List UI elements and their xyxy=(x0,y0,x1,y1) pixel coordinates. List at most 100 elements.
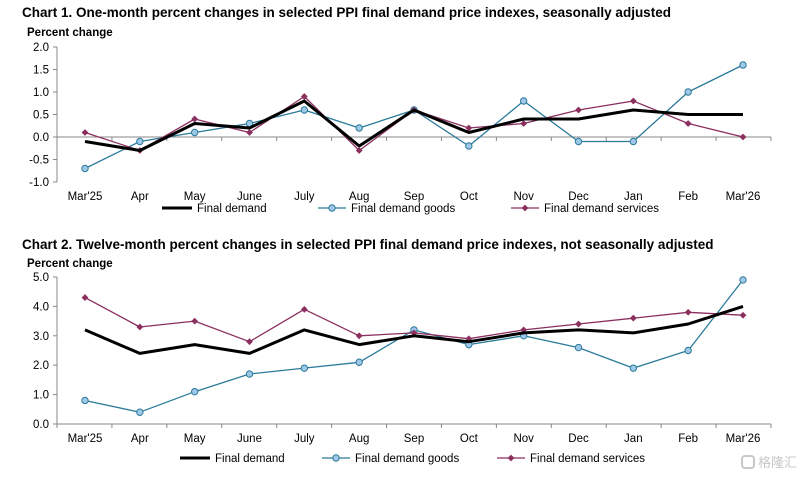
data-point-services xyxy=(355,147,363,154)
data-point-goods xyxy=(136,137,144,146)
data-point-services xyxy=(191,317,199,325)
gelonghui-logo-icon xyxy=(740,454,755,469)
data-point-goods xyxy=(300,106,309,114)
chart-1-ylabel: Percent change xyxy=(27,27,113,39)
y-tick-label: 2.0 xyxy=(33,360,49,372)
data-point-services xyxy=(246,338,253,346)
y-tick-label: 2.0 xyxy=(33,42,49,54)
x-tick-label: May xyxy=(184,433,206,445)
legend-swatch-marker xyxy=(521,204,529,212)
data-point-services xyxy=(575,106,582,114)
data-point-services xyxy=(191,115,199,123)
x-tick-label: Mar'25 xyxy=(68,433,103,445)
data-point-goods xyxy=(739,276,747,284)
y-tick-label: 0.0 xyxy=(33,132,49,144)
data-point-services xyxy=(355,332,363,340)
data-point-services xyxy=(246,129,253,136)
y-tick-label: 4.0 xyxy=(33,301,49,313)
data-point-services xyxy=(81,294,89,301)
x-tick-label: June xyxy=(237,191,262,203)
data-point-services xyxy=(629,97,637,105)
data-point-services xyxy=(629,314,637,322)
data-point-services xyxy=(465,124,473,132)
data-point-goods xyxy=(629,364,638,372)
data-point-services xyxy=(739,133,747,141)
series-line-final-demand-goods xyxy=(84,64,744,170)
data-point-goods xyxy=(684,88,692,96)
data-point-goods xyxy=(300,364,309,372)
x-tick-label: Oct xyxy=(460,433,479,445)
x-tick-label: Sep xyxy=(404,191,424,203)
series-line-final-demand xyxy=(84,304,744,355)
x-tick-label: Jan xyxy=(624,191,643,203)
x-tick-label: June xyxy=(237,433,262,445)
x-tick-label: Aug xyxy=(349,191,369,203)
chart-2-title: Chart 2. Twelve-month percent changes in… xyxy=(22,237,714,252)
x-tick-label: Apr xyxy=(131,191,149,203)
x-tick-label: Mar'25 xyxy=(68,191,103,203)
legend-label: Final demand xyxy=(215,453,285,465)
data-point-goods xyxy=(245,370,254,378)
legend-label: Final demand goods xyxy=(351,203,455,215)
x-tick-label: Nov xyxy=(513,191,534,203)
legend-label: Final demand xyxy=(197,203,267,215)
x-tick-label: Nov xyxy=(513,433,534,445)
watermark-text: 格隆汇 xyxy=(757,455,797,470)
x-tick-label: Dec xyxy=(568,191,589,203)
data-point-services xyxy=(300,305,308,313)
x-tick-label: Jan xyxy=(624,433,643,445)
y-tick-label: 1.0 xyxy=(33,390,49,402)
x-tick-label: Sep xyxy=(404,433,424,445)
data-point-goods xyxy=(629,137,638,146)
data-point-services xyxy=(81,129,89,136)
chart-1-title: Chart 1. One-month percent changes in se… xyxy=(22,5,671,20)
x-tick-label: Apr xyxy=(131,433,149,445)
data-point-goods xyxy=(81,396,89,405)
data-point-goods xyxy=(465,142,473,150)
y-tick-label: 1.0 xyxy=(33,87,49,99)
data-point-services xyxy=(136,323,144,331)
x-tick-label: July xyxy=(294,433,315,445)
data-point-goods xyxy=(81,164,89,173)
legend-swatch-marker xyxy=(328,204,336,212)
data-point-goods xyxy=(739,61,747,69)
data-point-goods xyxy=(190,128,199,137)
data-point-services xyxy=(684,308,692,316)
data-point-goods xyxy=(355,358,363,366)
legend-swatch-marker xyxy=(507,454,515,462)
y-tick-label: 3.0 xyxy=(33,331,49,343)
data-point-services xyxy=(575,320,582,328)
data-point-goods xyxy=(190,387,199,396)
data-point-services xyxy=(739,311,747,319)
x-tick-label: Feb xyxy=(678,191,698,203)
data-point-goods xyxy=(519,97,528,105)
x-tick-label: Mar'26 xyxy=(726,191,761,203)
legend-label: Final demand services xyxy=(544,203,659,215)
data-point-services xyxy=(300,93,308,100)
x-tick-label: Feb xyxy=(678,433,698,445)
y-tick-label: 0.5 xyxy=(33,110,49,122)
x-tick-label: Aug xyxy=(349,433,369,445)
data-point-goods xyxy=(136,408,144,416)
data-point-goods xyxy=(574,343,583,352)
y-tick-label: 1.5 xyxy=(33,65,49,77)
data-point-services xyxy=(520,120,528,127)
legend-label: Final demand goods xyxy=(355,453,459,465)
data-point-goods xyxy=(355,124,363,132)
watermark: 格隆汇 xyxy=(740,452,797,471)
legend-label: Final demand services xyxy=(530,453,645,465)
data-point-services xyxy=(684,120,692,127)
data-point-goods xyxy=(684,346,692,355)
x-tick-label: Oct xyxy=(460,191,479,203)
y-tick-label: 0.0 xyxy=(33,419,49,431)
data-point-services xyxy=(410,329,418,337)
y-tick-label: -1.0 xyxy=(29,177,49,189)
legend-swatch-marker xyxy=(332,454,340,462)
x-tick-label: May xyxy=(184,191,206,203)
series-line-final-demand xyxy=(84,99,743,152)
y-tick-label: 5.0 xyxy=(33,272,49,284)
data-point-goods xyxy=(574,137,583,146)
chart-2-ylabel: Percent change xyxy=(27,258,113,270)
x-tick-label: Mar'26 xyxy=(726,433,761,445)
